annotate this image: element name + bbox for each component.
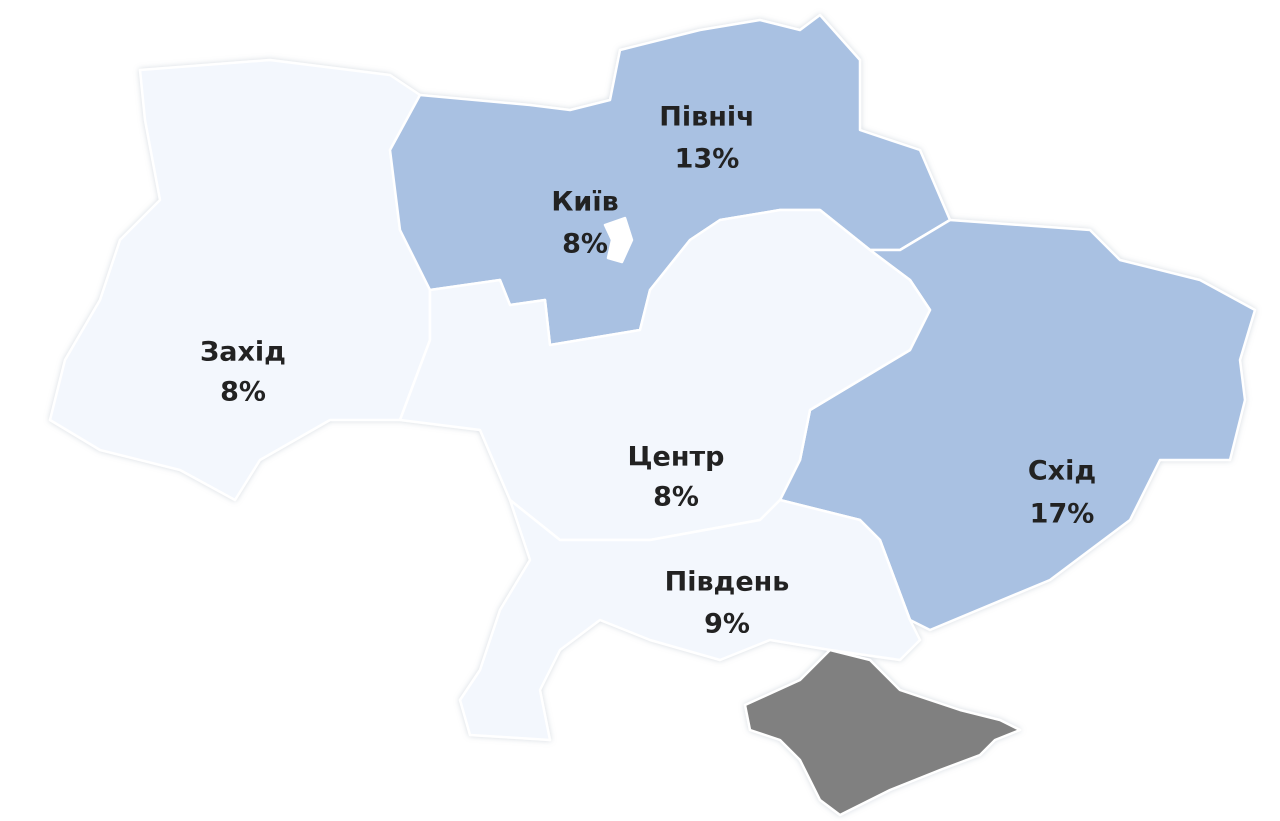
region-south <box>458 498 922 742</box>
region-share: 13% <box>675 144 740 175</box>
region-name: Центр <box>628 442 725 473</box>
region-share: 8% <box>653 482 699 513</box>
region-share: 9% <box>704 609 750 640</box>
region-name: Захід <box>200 337 286 368</box>
kyiv-city <box>603 216 634 264</box>
region-name: Південь <box>665 567 790 598</box>
region-west <box>48 58 432 502</box>
region-name: Схід <box>1028 456 1096 487</box>
region-name: Київ <box>551 187 618 218</box>
country <box>48 13 1257 817</box>
region-share: 17% <box>1030 499 1095 530</box>
crimea <box>743 648 1022 817</box>
region-share: 8% <box>562 229 608 260</box>
region-name: Північ <box>659 102 754 133</box>
region-share: 8% <box>220 377 266 408</box>
